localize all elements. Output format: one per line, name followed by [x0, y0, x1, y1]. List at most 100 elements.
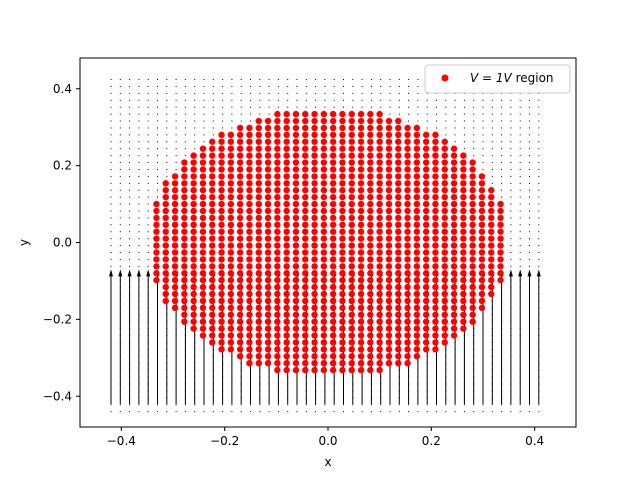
- scatter-point: [329, 359, 337, 367]
- quiver-arrow-small: [277, 106, 279, 108]
- scatter-point: [469, 263, 476, 270]
- quiver-arrow-small: [119, 120, 121, 122]
- scatter-point: [274, 318, 281, 325]
- scatter-point: [385, 152, 393, 159]
- scatter-point: [246, 207, 253, 215]
- scatter-point: [348, 235, 355, 242]
- scatter-point: [302, 145, 309, 152]
- quiver-arrow-small: [445, 120, 447, 122]
- scatter-point: [153, 228, 160, 235]
- quiver-arrow-small: [529, 251, 530, 253]
- scatter-point: [497, 221, 504, 229]
- legend-marker: [441, 74, 449, 82]
- quiver-arrow-small: [129, 127, 131, 129]
- scatter-point: [246, 138, 253, 145]
- quiver-arrow-small: [538, 404, 540, 406]
- quiver-arrow-small: [361, 99, 363, 101]
- quiver-arrow-small: [110, 411, 112, 413]
- scatter-point: [199, 159, 207, 166]
- quiver-arrow-small: [212, 106, 214, 108]
- scatter-point: [376, 290, 383, 298]
- quiver-arrow-small: [194, 148, 196, 150]
- quiver-arrow-small: [129, 203, 131, 205]
- scatter-point: [236, 173, 244, 180]
- scatter-point: [264, 235, 272, 242]
- quiver-arrow-small: [426, 120, 428, 122]
- quiver-arrow-small: [119, 265, 121, 267]
- scatter-point: [153, 214, 160, 222]
- scatter-point: [236, 249, 244, 256]
- quiver-arrow-small: [166, 113, 168, 115]
- scatter-point: [311, 117, 318, 125]
- scatter-point: [311, 339, 318, 346]
- scatter-point: [385, 235, 393, 242]
- quiver-arrow-small: [147, 231, 149, 233]
- scatter-point: [478, 200, 486, 208]
- scatter-point: [367, 263, 374, 270]
- quiver-arrow-small: [194, 99, 196, 101]
- scatter-point: [385, 318, 393, 325]
- scatter-point: [376, 124, 383, 132]
- scatter-point: [274, 173, 281, 180]
- y-tick-label: −0.2: [43, 312, 72, 326]
- scatter-point: [255, 131, 262, 139]
- quiver-arrow-small: [119, 251, 121, 253]
- quiver-arrow-small: [491, 168, 493, 170]
- scatter-point: [488, 235, 495, 242]
- scatter-point: [320, 311, 328, 318]
- quiver-arrow-small: [259, 92, 261, 94]
- scatter-point: [246, 249, 253, 256]
- quiver-arrow-small: [380, 92, 382, 94]
- scatter-point: [255, 187, 262, 194]
- scatter-point: [348, 221, 355, 229]
- scatter-point: [246, 276, 253, 284]
- quiver-arrow-small: [408, 411, 410, 413]
- scatter-point: [348, 256, 355, 263]
- scatter-point: [348, 249, 355, 256]
- scatter-point: [264, 311, 272, 318]
- scatter-point: [274, 263, 281, 270]
- quiver-arrow-small: [519, 182, 521, 184]
- quiver-arrow-small: [408, 92, 410, 94]
- scatter-point: [302, 214, 309, 222]
- scatter-point: [181, 180, 188, 187]
- scatter-point: [395, 166, 402, 173]
- scatter-point: [311, 214, 318, 222]
- quiver-arrow-small: [501, 411, 503, 413]
- scatter-point: [404, 166, 411, 173]
- scatter-point: [395, 290, 402, 298]
- quiver-arrow-small: [138, 162, 140, 164]
- scatter-point: [227, 304, 235, 312]
- scatter-point: [413, 173, 421, 180]
- scatter-point: [153, 235, 160, 242]
- scatter-point: [348, 276, 355, 284]
- quiver-arrow-small: [110, 224, 112, 226]
- scatter-point: [357, 214, 365, 222]
- quiver-arrow-small: [529, 182, 530, 184]
- scatter-point: [311, 242, 318, 249]
- quiver-arrow-small: [129, 113, 131, 115]
- quiver-arrow-small: [147, 189, 149, 191]
- scatter-point: [395, 131, 402, 139]
- scatter-point: [283, 207, 290, 215]
- quiver-arrow-small: [194, 141, 196, 143]
- scatter-point: [199, 270, 207, 277]
- scatter-point: [302, 138, 309, 145]
- scatter-point: [171, 187, 179, 194]
- quiver-arrow-small: [454, 411, 456, 413]
- scatter-point: [339, 152, 346, 159]
- scatter-point: [497, 207, 504, 215]
- scatter-point: [404, 214, 411, 222]
- quiver-arrow-small: [129, 141, 131, 143]
- quiver-arrow-small: [482, 120, 484, 122]
- scatter-point: [422, 180, 430, 187]
- quiver-arrow-small: [147, 127, 149, 129]
- quiver-arrow-small: [147, 217, 149, 219]
- scatter-point: [441, 200, 448, 208]
- quiver-arrow-small: [194, 134, 196, 136]
- quiver-arrow-small: [389, 79, 391, 81]
- quiver-arrow-small: [259, 404, 261, 406]
- scatter-point: [199, 332, 207, 339]
- scatter-point: [218, 214, 225, 222]
- quiver-arrow-small: [436, 99, 437, 101]
